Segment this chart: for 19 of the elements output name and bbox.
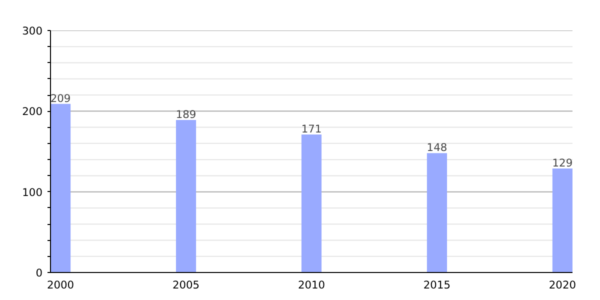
bar: [552, 168, 572, 272]
x-tick-label: 2020: [548, 278, 576, 292]
x-tick-label: 2000: [46, 278, 74, 292]
data-label: 129: [552, 156, 573, 170]
y-tick-label: 300: [22, 24, 43, 38]
data-label: 171: [301, 122, 322, 136]
bar: [426, 153, 448, 272]
x-tick-label: 2005: [172, 278, 200, 292]
y-tick-label: 100: [22, 186, 43, 199]
y-tick-label: 200: [22, 105, 43, 118]
x-tick-label: 2015: [423, 278, 451, 292]
data-label: 189: [176, 108, 196, 122]
data-label: 148: [426, 141, 448, 154]
x-tick-label: 2010: [298, 278, 326, 292]
bar: [301, 134, 322, 272]
data-label: 209: [50, 92, 71, 105]
y-tick-label: 0: [36, 266, 43, 280]
bar: [176, 120, 196, 272]
bar: [50, 104, 71, 272]
